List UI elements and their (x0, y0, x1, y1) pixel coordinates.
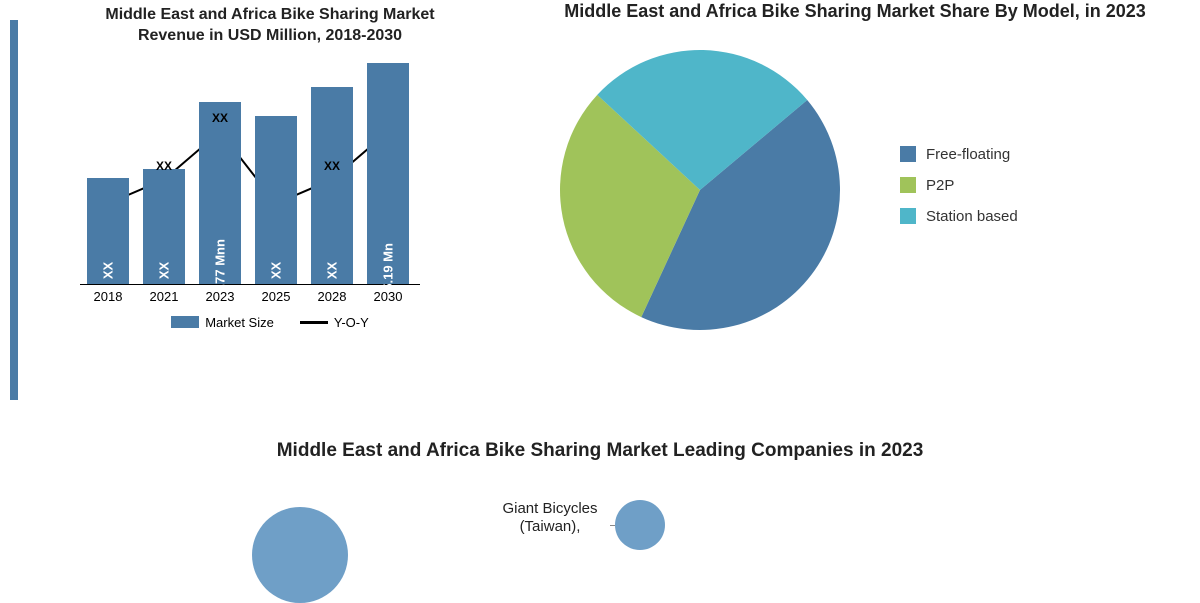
legend-bar-label: Market Size (205, 315, 274, 330)
pie-legend-item: Station based (900, 208, 1018, 225)
bar-value-label: XX (157, 261, 172, 278)
pie-chart-legend: Free-floating P2P Station based (900, 132, 1018, 239)
xtick: 2028 (318, 289, 347, 304)
bar-chart-title: Middle East and Africa Bike Sharing Mark… (80, 5, 460, 47)
yoy-label: XX (156, 159, 172, 173)
company-bubble (252, 507, 348, 603)
pie-legend-swatch (900, 146, 916, 162)
xtick: 2025 (262, 289, 291, 304)
legend-line-label: Y-O-Y (334, 315, 369, 330)
bar-value-label: XX (101, 261, 116, 278)
bar-value-label: XX (325, 261, 340, 278)
bar: 35.19 Mn (367, 63, 409, 283)
pie-legend-label: P2P (926, 177, 954, 194)
pie-legend-label: Station based (926, 208, 1018, 225)
xtick: 2023 (206, 289, 235, 304)
xtick: 2021 (150, 289, 179, 304)
bar-chart: Middle East and Africa Bike Sharing Mark… (80, 5, 460, 330)
company-label: Giant Bicycles(Taiwan), (470, 500, 630, 536)
pie-legend-item: Free-floating (900, 146, 1018, 163)
bar-chart-plot: XXXXXX27.77 MnnXXXXXXXX35.19 Mn (80, 55, 420, 285)
bar: XX (87, 178, 129, 283)
xtick: 2018 (94, 289, 123, 304)
legend-bar-swatch (171, 316, 199, 328)
bar: XX (311, 87, 353, 283)
bar-chart-legend: Market Size Y-O-Y (80, 315, 460, 330)
pie-chart-plot (520, 35, 880, 335)
bar: 27.77 Mnn (199, 102, 241, 284)
leading-companies-title: Middle East and Africa Bike Sharing Mark… (0, 440, 1200, 462)
pie-chart: Middle East and Africa Bike Sharing Mark… (520, 0, 1190, 335)
bar: XX (255, 116, 297, 284)
pie-legend-swatch (900, 208, 916, 224)
pie-legend-swatch (900, 177, 916, 193)
leader-line (610, 525, 615, 526)
bar-chart-xaxis: 2018 2021 2023 2025 2028 2030 (80, 285, 420, 305)
legend-yoy: Y-O-Y (300, 315, 369, 330)
xtick: 2030 (374, 289, 403, 304)
pie-chart-title: Middle East and Africa Bike Sharing Mark… (520, 0, 1190, 23)
bar: XX (143, 169, 185, 284)
yoy-label: XX (212, 111, 228, 125)
bubble-chart: Giant Bicycles(Taiwan), (0, 480, 1200, 600)
bar-value-label: XX (269, 261, 284, 278)
legend-market-size: Market Size (171, 315, 274, 330)
pie-legend-item: P2P (900, 177, 1018, 194)
accent-bar (10, 20, 18, 400)
legend-line-swatch (300, 321, 328, 324)
pie-legend-label: Free-floating (926, 146, 1010, 163)
yoy-label: XX (324, 159, 340, 173)
